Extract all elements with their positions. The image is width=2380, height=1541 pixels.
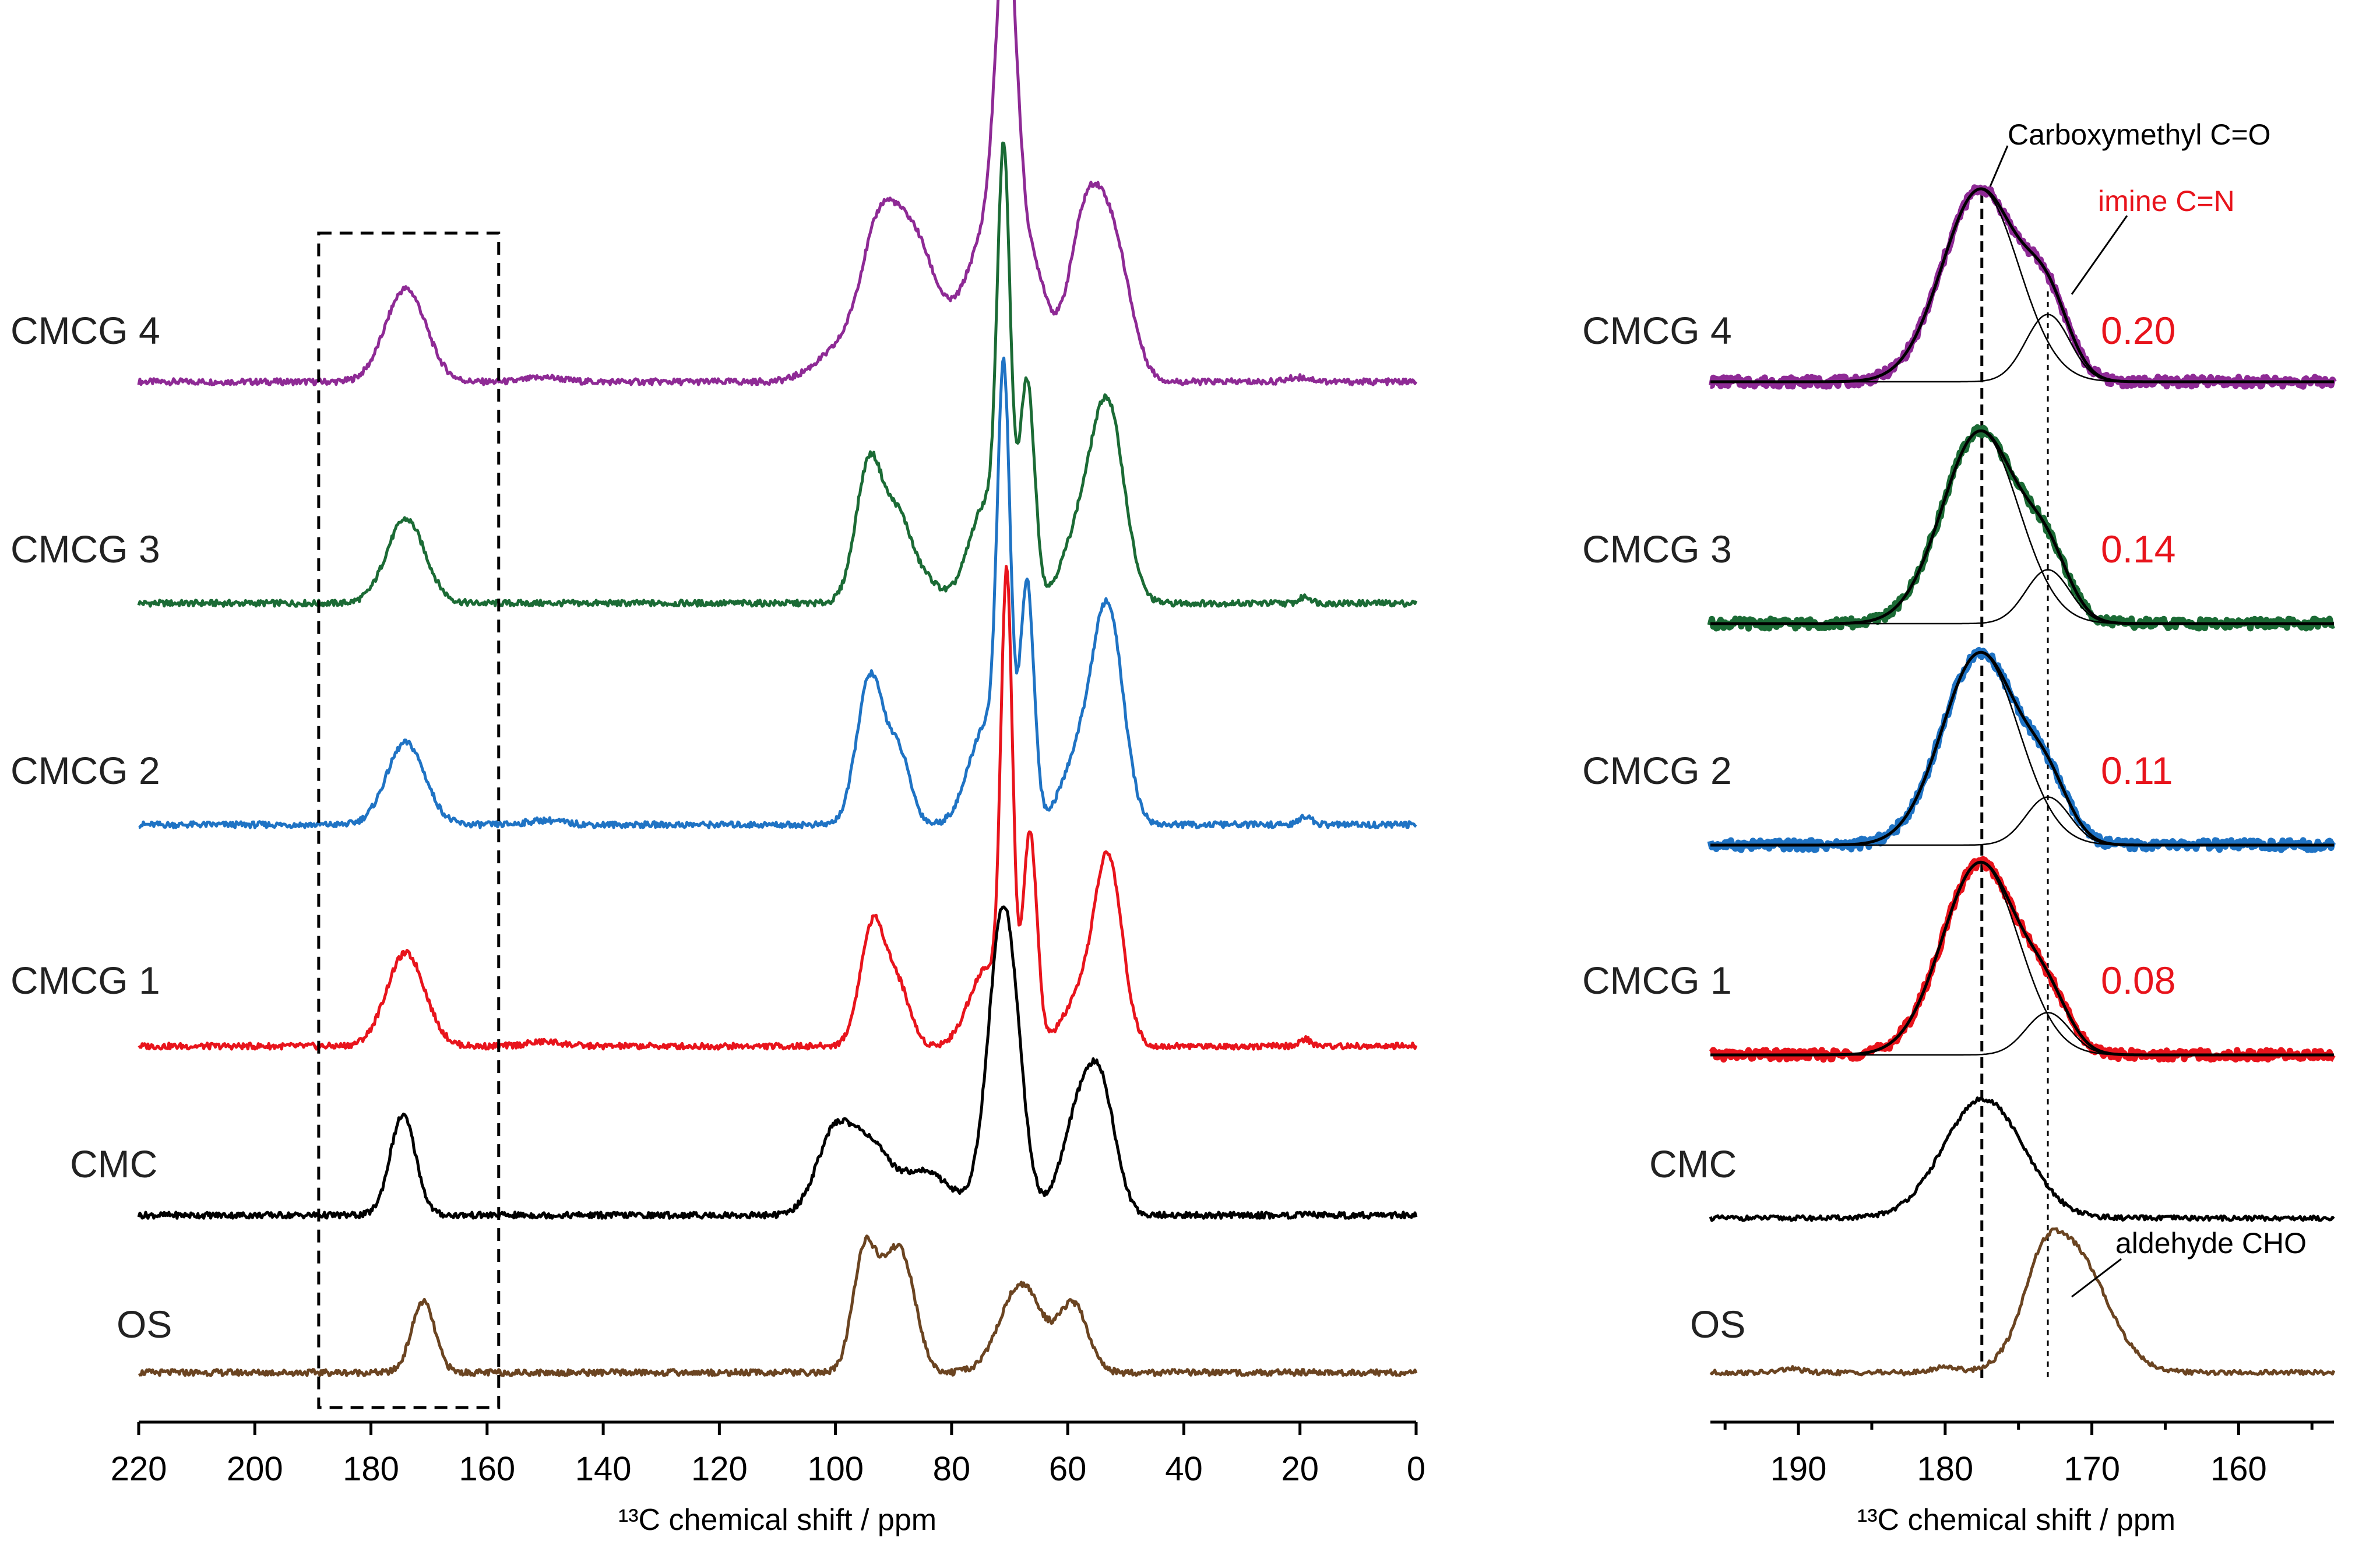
carbonyl-row-label-os: OS (1690, 1303, 1745, 1346)
x-tick-label-120: 120 (691, 1450, 748, 1488)
fit-component-carboxymethyl-cmcg-4 (1710, 188, 2334, 383)
row-label-cmcg-2: CMCG 2 (10, 749, 160, 792)
x-tick-label-140: 140 (575, 1450, 632, 1488)
carbonyl-trace-cmcg-1 (1709, 856, 2336, 1063)
x-tick-label-160: 160 (459, 1450, 515, 1488)
carbonyl-trace-cmc (1709, 1096, 2335, 1222)
carbonyl-row-label-cmcg-2: CMCG 2 (1582, 749, 1732, 792)
carboxymethyl-leader-line (1989, 145, 2009, 187)
x-tick-label-200: 200 (227, 1450, 283, 1488)
carbonyl-x-tick-label-180: 180 (1917, 1450, 1973, 1488)
imine-annotation: imine C=N (2098, 185, 2235, 217)
carbonyl-row-label-cmcg-1: CMCG 1 (1582, 959, 1732, 1002)
fit-component-imine-cmcg-1 (1710, 1012, 2334, 1056)
peak-annotations: Carboxymethyl C=O imine C=N aldehyde CHO (1989, 118, 2307, 1298)
fit-component-imine-cmcg-3 (1710, 569, 2334, 625)
fit-envelope-cmcg-1 (1710, 860, 2334, 1057)
carbonyl-x-tick-label-160: 160 (2210, 1450, 2267, 1488)
x-tick-label-40: 40 (1165, 1450, 1203, 1488)
carbonyl-reference-lines (1980, 192, 2049, 1381)
spectrum-trace-cmc (137, 905, 1418, 1220)
row-label-os: OS (117, 1303, 172, 1346)
imine-ratio-cmcg-4: 0.20 (2101, 309, 2175, 352)
x-tick-label-100: 100 (807, 1450, 864, 1488)
spectrum-trace-os (138, 1234, 1418, 1377)
row-label-cmcg-1: CMCG 1 (10, 959, 160, 1002)
row-label-cmc: CMC (70, 1142, 157, 1185)
fit-component-imine-cmcg-2 (1710, 796, 2334, 846)
x-tick-label-60: 60 (1049, 1450, 1087, 1488)
x-tick-label-220: 220 (111, 1450, 167, 1488)
fit-envelope-cmcg-3 (1710, 429, 2334, 625)
x-tick-label-20: 20 (1281, 1450, 1319, 1488)
carbonyl-row-label-cmcg-4: CMCG 4 (1582, 309, 1732, 352)
carbonyl-x-axis-title: ¹³C chemical shift / ppm (1857, 1503, 2175, 1537)
spectrum-trace-cmcg-3 (137, 141, 1418, 608)
carbonyl-highlight-box (317, 231, 501, 1409)
spectrum-trace-cmcg-2 (138, 356, 1417, 829)
fit-component-imine-cmcg-4 (1710, 314, 2334, 383)
imine-ratio-cmcg-1: 0.08 (2101, 959, 2175, 1002)
x-tick-label-180: 180 (343, 1450, 399, 1488)
spectrum-trace-cmcg-4 (137, 0, 1418, 386)
full-spectra-x-ticks: 220 200 180 160 140 120 100 80 60 40 20 0 (111, 1422, 1425, 1488)
x-tick-label-0: 0 (1407, 1450, 1425, 1488)
carbonyl-x-ticks: 190 180 170 160 (1723, 1422, 2314, 1488)
aldehyde-annotation: aldehyde CHO (2115, 1227, 2307, 1259)
fit-envelope-cmcg-2 (1710, 650, 2334, 847)
row-label-cmcg-3: CMCG 3 (10, 527, 160, 571)
full-spectra-traces (137, 0, 1418, 1377)
carbonyl-row-labels: CMCG 4 CMCG 3 CMCG 2 CMCG 1 CMC OS (1582, 309, 1745, 1346)
row-label-cmcg-4: CMCG 4 (10, 309, 160, 352)
aldehyde-leader-line (2071, 1258, 2122, 1298)
fit-envelope-cmcg-4 (1710, 187, 2334, 384)
fit-component-carboxymethyl-cmcg-1 (1710, 861, 2334, 1056)
carbonyl-x-tick-label-190: 190 (1770, 1450, 1827, 1488)
carbonyl-row-label-cmc: CMC (1649, 1142, 1737, 1185)
carbonyl-trace-cmcg-3 (1707, 424, 2336, 632)
x-tick-label-80: 80 (933, 1450, 971, 1488)
carboxymethyl-annotation: Carboxymethyl C=O (2008, 118, 2271, 151)
full-spectra-x-axis-title: ¹³C chemical shift / ppm (618, 1503, 936, 1537)
carbonyl-trace-cmcg-4 (1709, 184, 2337, 390)
full-spectra-row-labels: CMCG 4 CMCG 3 CMCG 2 CMCG 1 CMC OS (10, 309, 172, 1346)
imine-ratio-cmcg-3: 0.14 (2101, 527, 2175, 571)
carbonyl-fit-traces (1707, 184, 2337, 1377)
spectrum-trace-cmcg-1 (138, 565, 1418, 1051)
carbonyl-row-label-cmcg-3: CMCG 3 (1582, 527, 1732, 571)
carbonyl-trace-cmcg-2 (1707, 647, 2336, 853)
fit-component-carboxymethyl-cmcg-2 (1710, 652, 2334, 846)
imine-ratio-labels: 0.20 0.14 0.11 0.08 (2101, 309, 2175, 1002)
fit-component-carboxymethyl-cmcg-3 (1710, 430, 2334, 625)
imine-leader-line (2071, 215, 2128, 295)
carbonyl-x-tick-label-170: 170 (2064, 1450, 2120, 1488)
imine-ratio-cmcg-2: 0.11 (2101, 749, 2173, 792)
carbonyl-trace-os (1709, 1227, 2336, 1377)
